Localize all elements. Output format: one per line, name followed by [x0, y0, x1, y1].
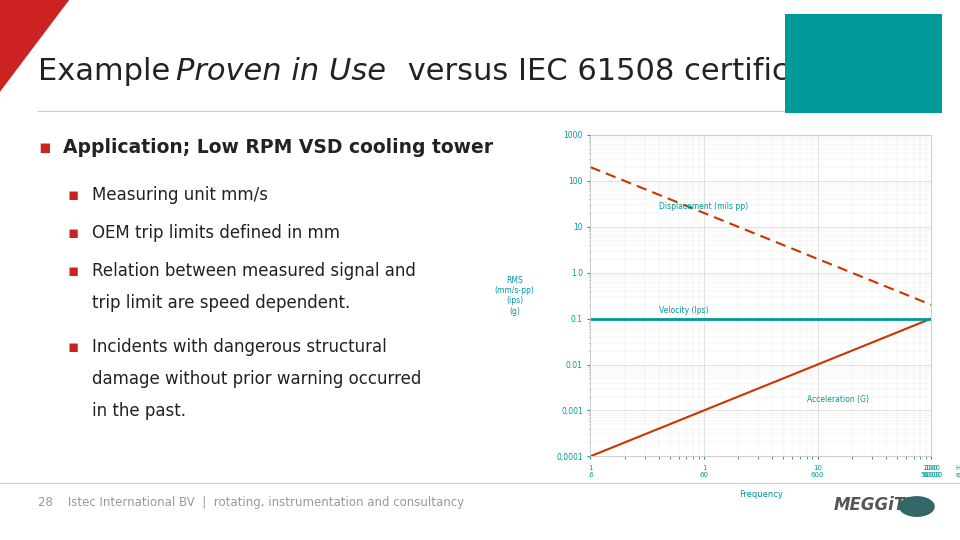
Text: Relation between measured signal and: Relation between measured signal and: [92, 262, 416, 280]
Text: ►: ►: [913, 502, 921, 511]
Polygon shape: [0, 0, 69, 92]
Text: 1
.6: 1 .6: [587, 465, 594, 478]
Text: Measuring unit mm/s: Measuring unit mm/s: [92, 186, 268, 204]
Text: Displacement (mils pp): Displacement (mils pp): [659, 201, 748, 211]
Text: Hz
rpm: Hz rpm: [955, 465, 960, 478]
Text: ▪: ▪: [38, 138, 51, 157]
Text: Incidents with dangerous structural: Incidents with dangerous structural: [92, 338, 387, 355]
Text: damage without prior warning occurred: damage without prior warning occurred: [92, 370, 421, 388]
Text: Istec: Istec: [843, 75, 885, 90]
Text: ▪: ▪: [67, 262, 79, 280]
Text: ▪: ▪: [67, 338, 79, 355]
Text: 10
600: 10 600: [811, 465, 825, 478]
Text: Example: Example: [38, 57, 180, 86]
Text: 1000
50000: 1000 50000: [920, 465, 943, 478]
Text: OEM trip limits defined in mm: OEM trip limits defined in mm: [92, 224, 340, 242]
Text: MEGGiTT: MEGGiTT: [833, 496, 917, 514]
Text: trip limit are speed dependent.: trip limit are speed dependent.: [92, 294, 350, 312]
Text: ▪: ▪: [67, 224, 79, 242]
Text: ▪: ▪: [67, 186, 79, 204]
Text: Acceleration (G): Acceleration (G): [806, 395, 869, 404]
Y-axis label: RMS
(mm/s-pp)
(ips)
(g): RMS (mm/s-pp) (ips) (g): [494, 275, 535, 316]
Circle shape: [900, 497, 934, 516]
Text: International: International: [835, 97, 893, 106]
FancyBboxPatch shape: [785, 14, 942, 113]
Text: Application; Low RPM VSD cooling tower: Application; Low RPM VSD cooling tower: [63, 138, 493, 157]
Text: versus IEC 61508 certification: versus IEC 61508 certification: [398, 57, 866, 86]
Text: 1
60: 1 60: [700, 465, 708, 478]
Text: Frequency: Frequency: [739, 490, 783, 500]
Text: in the past.: in the past.: [92, 402, 186, 420]
Text: Velocity (Ips): Velocity (Ips): [659, 306, 708, 315]
Text: IC: IC: [847, 17, 881, 46]
Text: 28    Istec International BV  |  rotating, instrumentation and consultancy: 28 Istec International BV | rotating, in…: [38, 496, 465, 509]
Text: 100
6000: 100 6000: [923, 465, 940, 478]
Text: Proven in Use: Proven in Use: [176, 57, 386, 86]
